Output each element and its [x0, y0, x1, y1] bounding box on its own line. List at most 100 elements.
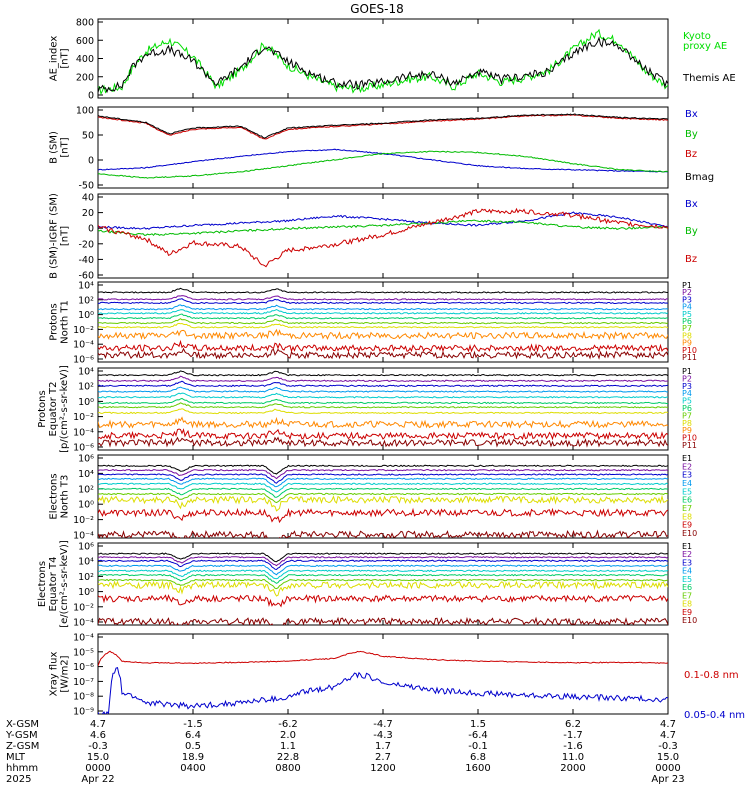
- channel-line: [98, 295, 668, 301]
- y-tick-label: 10⁰: [78, 310, 94, 321]
- y-tick-label: -50: [78, 181, 94, 192]
- channel-label: E9: [682, 608, 692, 617]
- channel-line: [98, 594, 668, 608]
- channel-label: E8: [682, 512, 692, 521]
- channel-label: P1: [682, 281, 692, 290]
- series-line: [98, 667, 668, 714]
- channel-line: [98, 569, 668, 580]
- y-axis-label: Protons: [49, 303, 60, 340]
- channel-label: P4: [682, 389, 692, 398]
- channel-line: [98, 477, 668, 488]
- footer-row-label: Z-GSM: [6, 741, 39, 752]
- y-axis-label: [e/(cm²-s-sr-keV)]: [59, 540, 70, 628]
- y-tick-label: 10⁴: [78, 367, 94, 378]
- y-tick-label: 10⁻⁶: [73, 355, 94, 366]
- footer-value: 1200: [370, 763, 395, 774]
- y-tick-label: 10⁻⁴: [73, 531, 94, 542]
- y-tick-label: -60: [78, 271, 94, 282]
- y-axis-label: Equator T2: [48, 382, 59, 437]
- y-tick-label: 100: [76, 106, 94, 117]
- y-tick-label: 10⁻²: [73, 412, 94, 423]
- channel-label: E8: [682, 600, 692, 609]
- figure-title: GOES-18: [350, 2, 404, 16]
- channel-line: [98, 507, 668, 524]
- channel-line: [98, 375, 668, 383]
- channel-label: P2: [682, 288, 692, 297]
- channel-label: P10: [682, 346, 697, 355]
- y-axis-label: [nT]: [60, 137, 71, 157]
- y-tick-label: 10⁻⁴: [73, 633, 94, 644]
- y-tick-label: -20: [78, 239, 94, 250]
- y-axis-label: North T3: [60, 475, 71, 519]
- channel-line: [98, 578, 668, 590]
- footer-value: 11.0: [562, 752, 584, 763]
- series-line: [98, 114, 668, 140]
- y-axis-label: B (SM)-IGRF (SM): [49, 193, 60, 279]
- footer-value: 4.7: [660, 719, 676, 730]
- channel-line: [98, 392, 668, 399]
- footer-value: -4.7: [373, 719, 393, 730]
- channel-line: [98, 468, 668, 480]
- channel-label: E7: [682, 591, 692, 600]
- footer-row-label: 2025: [6, 774, 31, 785]
- y-tick-label: 10⁻⁴: [73, 618, 94, 629]
- y-tick-label: 10⁶: [78, 454, 94, 465]
- channel-label: P7: [682, 411, 692, 420]
- y-axis-label: [W/m2]: [60, 655, 71, 692]
- channel-line: [98, 487, 668, 498]
- legend-entry: Bz: [685, 149, 697, 160]
- y-tick-label: 10⁻⁶: [73, 443, 94, 454]
- channel-label: P8: [682, 331, 692, 340]
- panel-frame: [97, 193, 669, 279]
- footer-value: 6.2: [565, 719, 581, 730]
- channel-line: [98, 318, 668, 325]
- y-axis-label: B (SM): [49, 131, 60, 164]
- footer-row-label: hhmm: [6, 763, 38, 774]
- y-tick-label: 10⁻²: [73, 515, 94, 526]
- y-tick-label: 10²: [78, 572, 94, 583]
- channel-label: P3: [682, 295, 692, 304]
- legend-entry: By: [685, 226, 698, 237]
- channel-line: [98, 416, 668, 429]
- legend-entry: By: [685, 129, 698, 140]
- y-tick-label: 0: [88, 91, 94, 102]
- channel-line: [98, 616, 668, 625]
- channel-label: P1: [682, 367, 692, 376]
- channel-line: [98, 313, 668, 320]
- panel-xray: 10⁻⁴ 10⁻⁵ 10⁻⁶ 10⁻⁷ 10⁻⁸ 10⁻⁹ Xray flux [W/m2] 0…: [49, 633, 746, 722]
- y-tick-label: 10⁰: [78, 397, 94, 408]
- footer-value: Apr 22: [81, 774, 114, 785]
- channel-line: [98, 370, 668, 377]
- channel-label: E2: [682, 462, 692, 471]
- y-tick-label: 10⁰: [78, 587, 94, 598]
- legend-entry: Bx: [685, 199, 698, 210]
- footer-value: -1.7: [563, 730, 583, 741]
- series-line: [98, 211, 668, 230]
- footer-value: 15.0: [657, 752, 679, 763]
- series-line: [98, 36, 668, 94]
- footer-value: 0400: [180, 763, 205, 774]
- channel-label: E10: [682, 529, 697, 538]
- channel-label: E5: [682, 575, 692, 584]
- y-tick-label: 10²: [78, 484, 94, 495]
- footer-value: 0.5: [185, 741, 201, 752]
- series-line: [98, 150, 668, 179]
- footer-value: 1.7: [375, 741, 391, 752]
- panel-pe: 10⁴ 10² 10⁰ 10⁻² 10⁻⁴ 10⁻⁶ Protons Equator T2 [p…: [37, 365, 697, 453]
- channel-line: [98, 428, 668, 441]
- channel-line: [98, 559, 668, 571]
- series-line: [98, 113, 668, 139]
- y-tick-label: 10⁴: [78, 281, 94, 292]
- channel-line: [98, 482, 668, 493]
- legend-entry: Bz: [685, 254, 697, 265]
- legend-entry: Bmag: [685, 172, 714, 183]
- y-tick-label: 10²: [78, 382, 94, 393]
- channel-line: [98, 328, 668, 341]
- channel-line: [98, 339, 668, 353]
- footer-value: 0800: [275, 763, 300, 774]
- footer-value: -0.1: [468, 741, 488, 752]
- panel-frame: [97, 106, 669, 189]
- y-tick-label: 600: [76, 36, 94, 47]
- channel-line: [98, 492, 668, 504]
